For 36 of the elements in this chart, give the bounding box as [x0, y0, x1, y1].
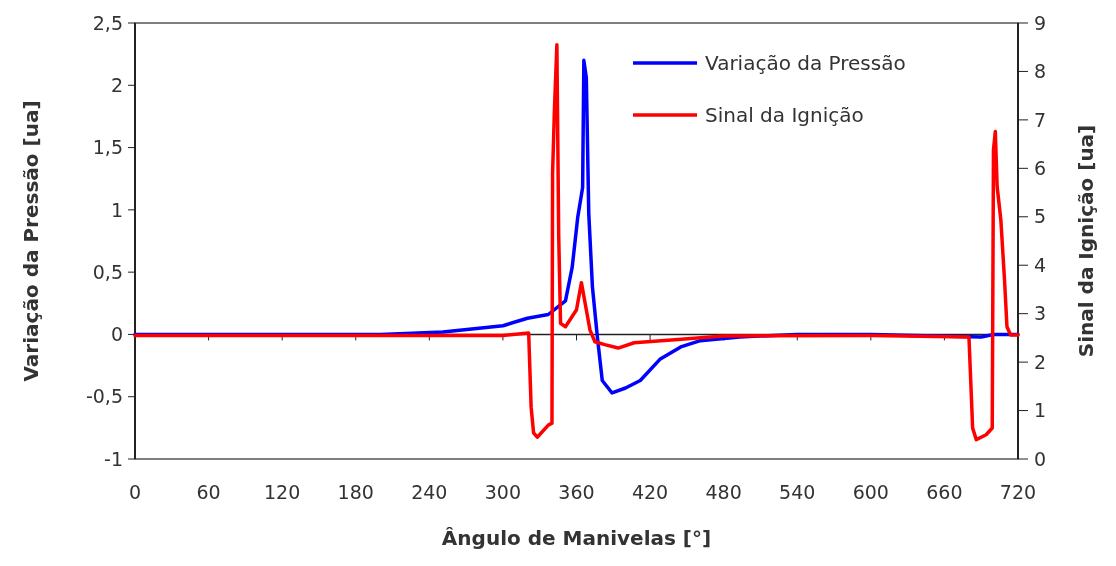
y2-tick-label: 1: [1034, 399, 1047, 422]
x-tick-label: 600: [852, 481, 889, 503]
x-tick-label: 720: [999, 481, 1037, 503]
x-tick-label: 0: [128, 481, 142, 503]
y-tick-label: -1: [104, 447, 123, 470]
y-tick-label: 1: [110, 198, 123, 221]
legend-label: Sinal da Ignição: [705, 103, 864, 127]
x-tick-label: 180: [337, 481, 374, 503]
y2-tick-label: 3: [1034, 302, 1047, 325]
y2-axis-title: Sinal da Ignição [ua]: [1074, 124, 1098, 358]
x-tick-label: 480: [705, 481, 742, 503]
x-tick-label: 420: [631, 481, 669, 503]
y-tick-label: 0: [110, 323, 123, 346]
x-axis-title: Ângulo de Manivelas [°]: [441, 526, 712, 550]
y2-tick-label: 6: [1034, 156, 1047, 179]
y-tick-label: -0,5: [85, 385, 123, 408]
y2-tick-label: 8: [1034, 60, 1047, 83]
y2-tick-label: 2: [1034, 350, 1047, 373]
x-tick-label: 660: [926, 481, 963, 503]
y2-tick-label: 0: [1034, 447, 1047, 470]
y2-tick-label: 5: [1034, 205, 1047, 228]
x-tick-label: 60: [196, 481, 221, 503]
y-tick-label: 1,5: [92, 136, 123, 159]
x-tick-label: 120: [264, 481, 301, 503]
legend-label: Variação da Pressão: [705, 51, 906, 75]
y-tick-label: 0,5: [92, 260, 123, 283]
y2-tick-label: 7: [1034, 108, 1047, 131]
x-tick-label: 540: [779, 481, 816, 503]
y2-tick-label: 9: [1034, 11, 1047, 34]
y-tick-label: 2,5: [92, 11, 123, 34]
x-tick-label: 240: [411, 481, 448, 503]
y2-tick-label: 4: [1034, 253, 1047, 276]
x-tick-label: 360: [558, 481, 595, 503]
y-axis-title: Variação da Pressão [ua]: [19, 100, 43, 382]
x-tick-label: 300: [484, 481, 522, 503]
y-tick-label: 2: [110, 73, 123, 96]
